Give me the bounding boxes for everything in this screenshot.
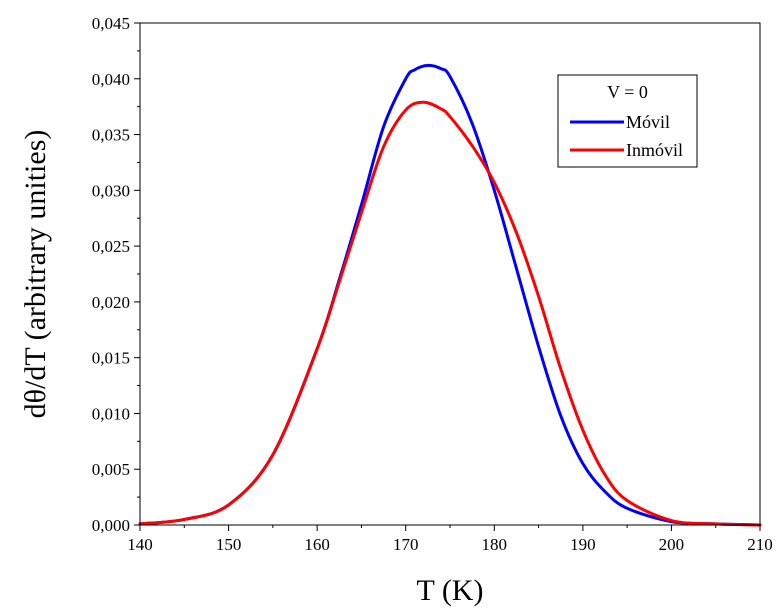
y-tick-label: 0,040 [92,70,130,89]
x-tick-label: 190 [570,535,596,554]
legend: V = 0 Móvil Inmóvil [557,74,698,168]
y-tick-label: 0,000 [92,516,130,535]
legend-entries: Móvil Inmóvil [570,112,683,160]
x-tick-label: 160 [304,535,330,554]
x-tick-label: 200 [659,535,685,554]
plot-curves [138,63,762,527]
legend-title: V = 0 [607,82,648,102]
legend-label: Inmóvil [626,140,683,160]
x-tick-label: 210 [747,535,773,554]
y-tick-label: 0,035 [92,126,130,145]
x-tick-label: 170 [393,535,419,554]
y-tick-label: 0,025 [92,237,130,256]
y-tick-label: 0,010 [92,404,130,423]
y-tick-label: 0,005 [92,460,130,479]
y-tick-label: 0,015 [92,349,130,368]
tick-labels: 140 150 160 170 180 190 200 210 0,000 0,005 0,010 0… [92,14,773,554]
y-axis-title: dθ/dT (arbitrary unities) [19,130,52,419]
y-tick-label: 0,020 [92,293,130,312]
series-line-inm-vil [138,100,762,527]
x-tick-label: 150 [216,535,242,554]
x-axis-title: T (K) [417,574,484,607]
y-tick-label: 0,030 [92,181,130,200]
x-tick-label: 140 [127,535,153,554]
x-tick-label: 180 [482,535,508,554]
axis-ticks [134,22,761,531]
y-tick-label: 0,045 [92,14,130,33]
legend-label: Móvil [626,112,670,132]
